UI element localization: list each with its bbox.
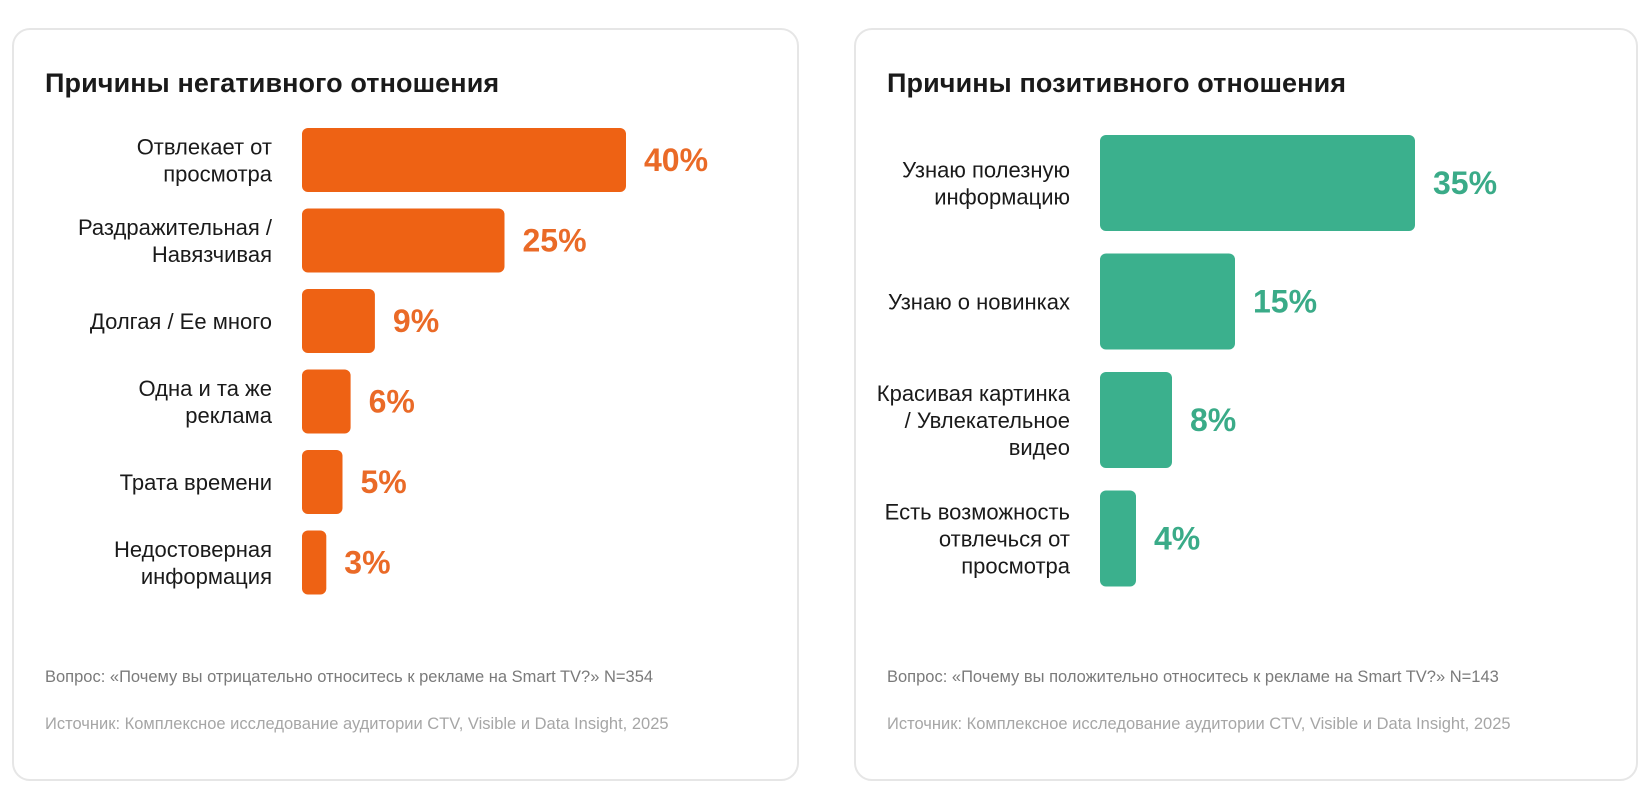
bar bbox=[302, 289, 375, 353]
value-label: 3% bbox=[344, 545, 390, 581]
bar bbox=[1100, 135, 1415, 231]
bar bbox=[302, 530, 327, 595]
value-label: 15% bbox=[1253, 284, 1317, 320]
bar bbox=[1100, 490, 1136, 587]
category-label: Недостоверная информация bbox=[114, 537, 272, 589]
data-source: Источник: Комплексное исследование аудит… bbox=[45, 715, 669, 733]
value-label: 25% bbox=[523, 223, 587, 259]
bar bbox=[302, 128, 626, 192]
value-label: 6% bbox=[369, 384, 415, 420]
value-label: 9% bbox=[393, 303, 439, 339]
category-label: Трата времени bbox=[120, 470, 272, 495]
value-label: 40% bbox=[644, 142, 708, 178]
bar bbox=[302, 369, 351, 434]
bar bbox=[1100, 253, 1235, 350]
negative-reasons-chart: 40% Отвлекает от просмотра 25% Раздражительн… bbox=[78, 128, 708, 595]
bar bbox=[302, 208, 505, 273]
bar bbox=[1100, 372, 1172, 468]
chart-title: Причины позитивного отношения bbox=[887, 68, 1347, 98]
category-label: Отвлекает от просмотра bbox=[137, 135, 273, 187]
value-label: 4% bbox=[1154, 521, 1200, 557]
value-label: 5% bbox=[361, 464, 407, 500]
category-label: Есть возможность отвлечься от просмотра bbox=[885, 500, 1071, 579]
survey-question: Вопрос: «Почему вы положительно относите… bbox=[887, 668, 1499, 686]
category-label: Красивая картинка / Увлекательное видео bbox=[877, 381, 1071, 460]
positive-reasons-card: Причины позитивного отношения 35% Узнаю п… bbox=[854, 28, 1638, 781]
bar bbox=[302, 450, 343, 514]
negative-reasons-card: Причины негативного отношения 40% Отвлека… bbox=[12, 28, 799, 781]
positive-reasons-chart: 35% Узнаю полезную информацию 15% Узнаю о но… bbox=[877, 135, 1497, 587]
category-label: Долгая / Ее много bbox=[90, 309, 272, 334]
chart-title: Причины негативного отношения bbox=[45, 68, 500, 98]
value-label: 8% bbox=[1190, 402, 1236, 438]
category-label: Раздражительная / Навязчивая bbox=[78, 215, 273, 267]
category-label: Одна и та же реклама bbox=[139, 376, 273, 428]
category-label: Узнаю полезную информацию bbox=[902, 158, 1070, 210]
survey-question: Вопрос: «Почему вы отрицательно относите… bbox=[45, 668, 654, 686]
data-source: Источник: Комплексное исследование аудит… bbox=[887, 715, 1511, 733]
category-label: Узнаю о новинках bbox=[888, 290, 1070, 315]
value-label: 35% bbox=[1433, 165, 1497, 201]
